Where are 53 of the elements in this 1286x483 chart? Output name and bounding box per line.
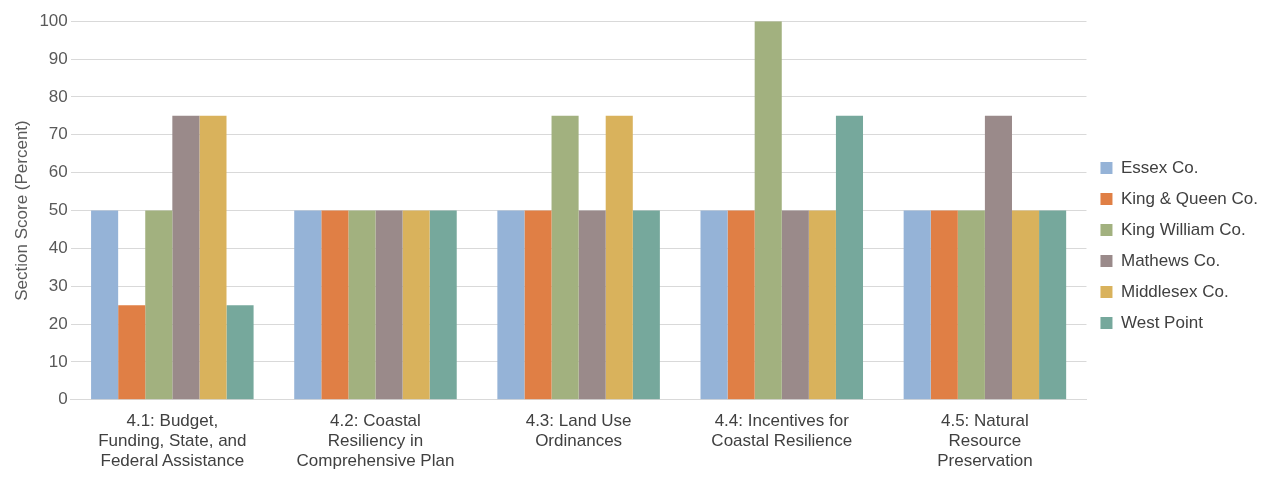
bar bbox=[348, 210, 376, 400]
bar bbox=[578, 210, 606, 400]
bar bbox=[118, 305, 146, 400]
y-tick-label: 50 bbox=[48, 200, 68, 220]
bar bbox=[984, 115, 1012, 400]
bar bbox=[294, 210, 322, 400]
x-tick-label: 4.5: Natural Resource Preservation bbox=[937, 410, 1033, 471]
y-tick-label: 70 bbox=[48, 124, 68, 144]
bar bbox=[429, 210, 457, 400]
y-tick-label: 90 bbox=[48, 48, 68, 68]
bar bbox=[1039, 210, 1067, 400]
bar bbox=[605, 115, 633, 400]
bar bbox=[1011, 210, 1040, 400]
y-tick-label: 100 bbox=[39, 10, 68, 30]
bar bbox=[375, 210, 403, 400]
bar bbox=[199, 115, 227, 400]
bar bbox=[226, 305, 254, 400]
y-tick-label: 80 bbox=[48, 86, 68, 106]
legend-label: King William Co. bbox=[1120, 219, 1246, 239]
y-tick-label: 60 bbox=[48, 162, 68, 182]
bar bbox=[727, 210, 755, 400]
bar bbox=[172, 115, 200, 400]
bar bbox=[808, 210, 836, 400]
bar bbox=[524, 210, 552, 400]
bar bbox=[145, 210, 173, 400]
legend-label: Middlesex Co. bbox=[1120, 281, 1229, 301]
legend-label: King & Queen Co. bbox=[1120, 188, 1258, 208]
bar bbox=[91, 210, 119, 400]
y-axis-title: Section Score (Percent) bbox=[11, 120, 31, 301]
y-tick-label: 40 bbox=[48, 238, 68, 258]
y-tick-label: 20 bbox=[48, 313, 68, 333]
legend-label: Essex Co. bbox=[1120, 157, 1199, 177]
bar bbox=[700, 210, 728, 400]
x-tick-label: 4.4: Incentives for Coastal Resilience bbox=[711, 410, 853, 451]
x-tick-label: 4.1: Budget, Funding, State, and Federal Assistance bbox=[98, 410, 247, 471]
legend-label: West Point bbox=[1120, 312, 1204, 332]
bar bbox=[781, 210, 809, 400]
bar bbox=[632, 210, 660, 400]
bar bbox=[930, 210, 958, 400]
y-tick-label: 10 bbox=[48, 351, 68, 371]
bar bbox=[754, 21, 782, 400]
y-tick-label: 30 bbox=[48, 275, 68, 295]
bar bbox=[835, 115, 864, 400]
x-tick-label: 4.2: Coastal Resiliency in Comprehensive Plan bbox=[296, 410, 455, 471]
bar bbox=[321, 210, 349, 400]
bar bbox=[497, 210, 525, 400]
bar bbox=[402, 210, 430, 400]
bar bbox=[903, 210, 931, 400]
y-tick-label: 0 bbox=[58, 389, 68, 409]
x-tick-label: 4.3: Land Use Ordinances bbox=[525, 410, 632, 451]
legend-label: Mathews Co. bbox=[1120, 250, 1221, 270]
bar bbox=[551, 115, 579, 400]
bar bbox=[957, 210, 985, 400]
